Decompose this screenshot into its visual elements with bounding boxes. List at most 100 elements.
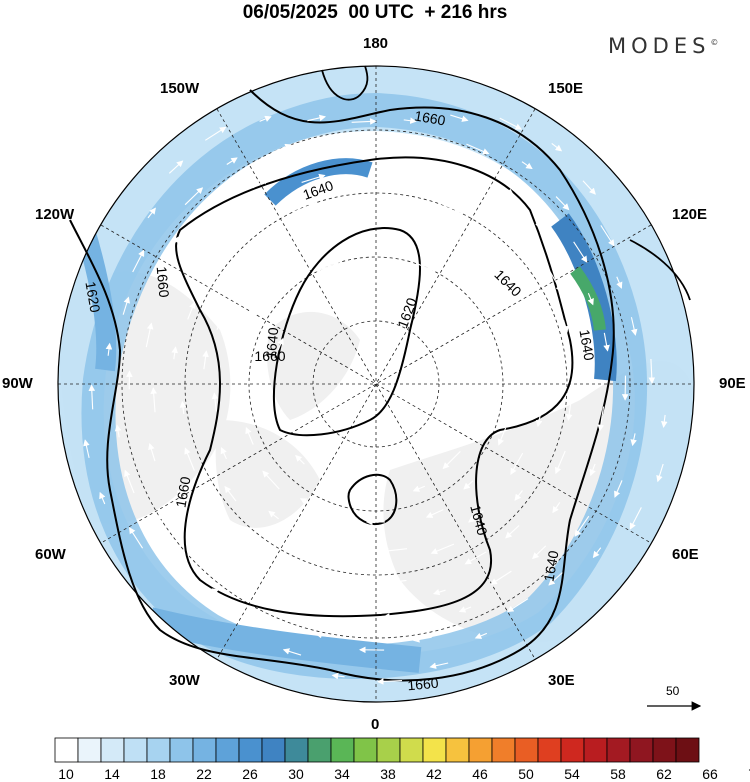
contour-label: 1620 [82,280,103,314]
colorbar-swatch [123,737,148,763]
contour-label: 1640 [263,327,282,360]
wind-vector-arrow [532,545,547,560]
wind-vector-arrow [211,588,223,597]
lon-label-120e: 120E [672,206,708,223]
wind-vector-arrow [551,142,563,152]
wind-vector-arrow [603,332,610,352]
lon-label-0: 0 [371,716,380,733]
wind-vector-arrow [179,400,187,414]
wind-vector-arrow [589,463,596,477]
lon-label-150e: 150E [548,80,584,97]
wind-vector-arrow [514,355,522,381]
wind-vector-arrow [170,559,185,575]
colorbar-tick-label: 22 [196,766,212,782]
wind-vector-arrow [292,576,305,583]
colorbar-swatch [468,737,493,763]
wind-vector-arrow [277,337,284,351]
wind-vector-arrow [521,161,533,170]
wind-vector-arrow [301,173,326,183]
colorbar-swatch [192,737,217,763]
wind-vector-arrow [275,283,290,297]
wind-vector-arrow [548,572,563,586]
wind-vector-arrow [499,117,523,130]
wind-vector-arrow [525,309,537,334]
wind-vector-arrow [629,507,642,530]
colorbar-swatch [261,737,286,763]
colorbar-tick-label: 10 [58,766,74,782]
wind-vector-arrow [336,539,350,546]
wind-vector-arrow [105,342,113,356]
wind-vector-arrow [412,636,432,643]
wind-vector-arrow [510,452,524,475]
contour-label: 1640 [540,549,561,583]
colorbar-swatch [422,737,447,763]
contour-label: 1660 [407,675,440,694]
colorbar-tick-label: 38 [380,766,396,782]
wind-vector-arrow [234,566,256,581]
contour-label: 1660 [172,475,193,509]
wind-vector-arrow [464,551,487,565]
wind-vector-arrow [552,502,561,514]
wind-vector-arrow [355,182,369,189]
lon-label-150w: 150W [160,80,200,97]
wind-vector-arrow [494,220,506,230]
wind-vector-arrow [505,525,520,539]
wind-vector-arrow [497,427,507,446]
lon-label-90e: 90E [719,375,746,392]
wind-vector-arrow [616,276,623,289]
map-title: 06/05/2025 00 UTC + 216 hrs [242,2,508,23]
wind-vector-arrow [587,292,594,306]
colorbar-swatch [146,737,171,763]
contour-1640 [175,156,574,618]
wind-vector-arrow [307,114,327,122]
colorbar-swatch [238,737,263,763]
colorbar-tick-label: 46 [472,766,488,782]
wind-vector-arrow [393,577,407,585]
wind-vector-arrow [416,262,434,272]
wind-vector-arrow [338,576,358,583]
wind-vector-arrow [262,470,280,490]
wind-vector-arrow [397,180,417,188]
colorbar-swatch [629,737,654,763]
lon-label-60e: 60E [672,546,699,563]
wind-vector-arrow [382,547,408,555]
colorbar-swatch [169,737,194,763]
wind-vector-arrow [259,115,272,122]
colorbar-tick-label: 62 [656,766,672,782]
lon-label-90w: 90W [2,375,33,392]
wind-vector-arrow [661,414,668,428]
colorbar-tick-label: 34 [334,766,350,782]
wind-vector-arrow [468,338,475,352]
wind-vector-arrow [255,254,271,268]
colorbar-tick-label: 50 [518,766,534,782]
colorbar-swatch [376,737,401,763]
lon-label-60w: 60W [35,546,66,563]
wind-vector-arrow [214,209,225,219]
colorbar-swatch [330,737,355,763]
contour-label: 1640 [467,503,491,537]
wind-vector-arrow [122,296,131,315]
wind-vector-arrow [445,173,470,184]
wind-vector-arrow [554,450,566,475]
wind-vector-arrow [474,632,488,639]
wind-vector-arrow [582,180,596,195]
colorbar-swatch [399,737,424,763]
wind-vector-arrow [248,307,256,320]
wind-vector-arrow [282,648,302,656]
wind-vector-arrow [331,672,345,680]
wind-vector-arrow [463,480,474,490]
wind-vector-arrow [548,270,562,293]
wind-vector-arrow [349,212,363,220]
wind-vector-arrow [124,469,135,494]
wind-vector-arrow [429,662,449,669]
wind-vector-arrow [535,223,549,238]
colorbar-swatch [445,737,470,763]
colorbar-swatch [675,737,700,763]
wind-vector-arrow [430,543,455,555]
colorbar-swatch [77,737,102,763]
wind-vector-arrow [226,157,238,165]
lon-label-120w: 120W [35,206,75,223]
wind-vector-arrow [425,509,444,518]
wind-vector-arrow [202,350,209,370]
